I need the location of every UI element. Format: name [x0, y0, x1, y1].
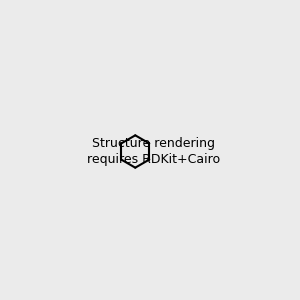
Text: Structure rendering
requires RDKit+Cairo: Structure rendering requires RDKit+Cairo — [87, 137, 220, 166]
